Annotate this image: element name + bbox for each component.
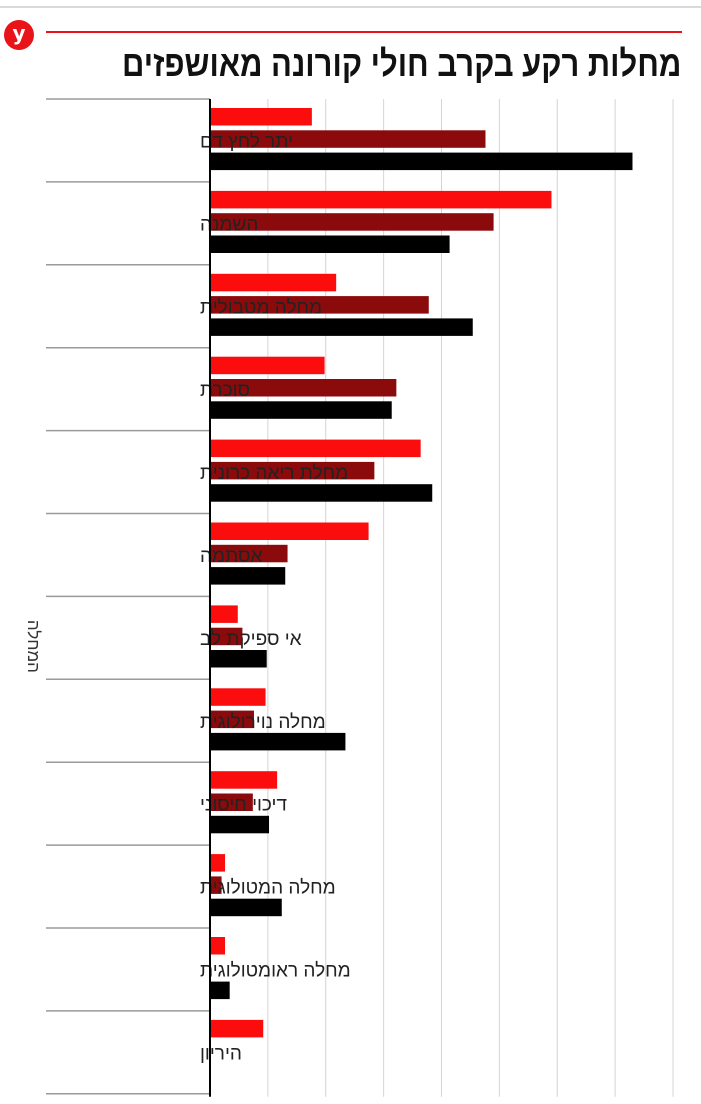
bar-series-1 xyxy=(210,937,226,955)
bar-series-3 xyxy=(210,898,282,917)
bar-series-3 xyxy=(210,152,633,171)
gridlines xyxy=(267,99,674,1097)
bars xyxy=(210,108,633,1038)
bar-series-2 xyxy=(210,379,397,397)
category-label: מחלה נוירולוגית xyxy=(200,712,326,733)
bar-series-2 xyxy=(210,296,429,314)
category-label: דיכוי חיסוני xyxy=(200,795,287,816)
category-separators xyxy=(46,98,210,1095)
bar-series-2 xyxy=(210,793,253,811)
bar-series-2 xyxy=(210,461,375,480)
bar-series-3 xyxy=(210,318,473,336)
bar-series-2 xyxy=(210,710,254,729)
bar-series-1 xyxy=(210,688,266,706)
category-label: אסתמה xyxy=(200,546,262,567)
category-label: יתר לחץ דם xyxy=(200,131,293,152)
bar-series-1 xyxy=(210,439,421,458)
bar-series-2 xyxy=(210,876,222,894)
bar-series-3 xyxy=(210,981,230,1000)
bar-series-3 xyxy=(210,401,392,419)
category-label: מחלת ריאה כרונית xyxy=(200,463,348,484)
bar-series-1 xyxy=(210,771,278,789)
header-accent-line xyxy=(46,31,682,33)
bar-series-1 xyxy=(210,1019,264,1038)
bar-series-3 xyxy=(210,732,346,751)
category-labels: יתר לחץ דם השמנה מחלה מטבולית סוכרת מחלת ריא… xyxy=(200,131,351,1064)
category-label: היריון xyxy=(200,1043,242,1064)
bar-series-3 xyxy=(210,567,286,585)
bar-series-2 xyxy=(210,130,486,148)
top-divider xyxy=(0,6,701,8)
chart-title: מחלות רקע בקרב חולי קורונה מאושפזים xyxy=(121,43,681,84)
bar-series-3 xyxy=(210,815,270,834)
category-label: מחלה מטבולית xyxy=(200,297,322,318)
bar-series-1 xyxy=(210,356,325,375)
category-label: מחלה ראומטולוגית xyxy=(200,960,351,981)
bar-series-2 xyxy=(210,213,494,231)
bar-series-3 xyxy=(210,650,267,668)
bar-series-1 xyxy=(210,854,226,872)
bar-series-1 xyxy=(210,605,238,623)
category-label: השמנה xyxy=(200,214,258,235)
bar-series-2 xyxy=(210,544,288,563)
bar-series-3 xyxy=(210,484,433,502)
brand-logo: y xyxy=(4,20,34,50)
y-axis-label: המחלה xyxy=(24,620,43,673)
bar-series-2 xyxy=(210,627,243,646)
category-label: סוכרת xyxy=(200,380,250,401)
category-label: אי ספיקת לב xyxy=(200,629,302,650)
bar-series-3 xyxy=(210,235,450,253)
bar-series-1 xyxy=(210,273,337,292)
category-label: מחלה המטולוגית xyxy=(200,878,336,899)
bar-series-1 xyxy=(210,108,312,126)
bar-series-1 xyxy=(210,522,369,540)
bar-series-1 xyxy=(210,190,552,209)
